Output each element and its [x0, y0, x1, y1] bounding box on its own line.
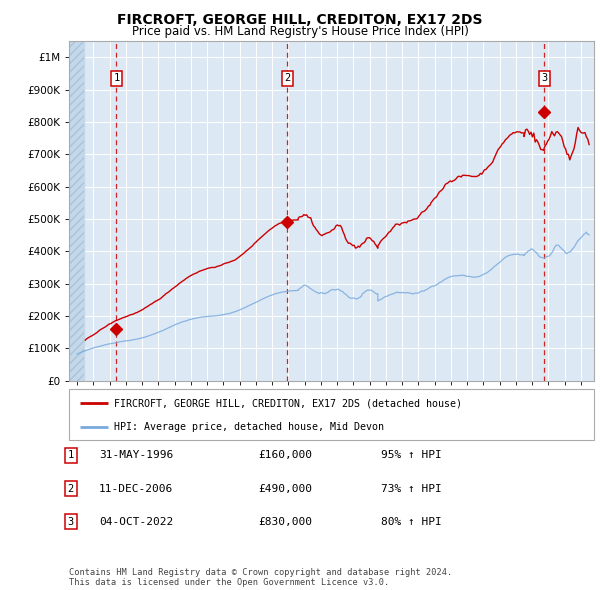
Text: Price paid vs. HM Land Registry's House Price Index (HPI): Price paid vs. HM Land Registry's House …	[131, 25, 469, 38]
Text: £830,000: £830,000	[258, 517, 312, 526]
Bar	[69, 41, 84, 381]
Text: 04-OCT-2022: 04-OCT-2022	[99, 517, 173, 526]
FancyBboxPatch shape	[69, 389, 594, 440]
Text: 2: 2	[68, 484, 74, 493]
Text: 1: 1	[113, 74, 119, 83]
Text: HPI: Average price, detached house, Mid Devon: HPI: Average price, detached house, Mid …	[113, 422, 383, 432]
Text: 3: 3	[68, 517, 74, 526]
Text: 2: 2	[284, 74, 290, 83]
Text: 73% ↑ HPI: 73% ↑ HPI	[381, 484, 442, 493]
Text: FIRCROFT, GEORGE HILL, CREDITON, EX17 2DS: FIRCROFT, GEORGE HILL, CREDITON, EX17 2D…	[117, 13, 483, 27]
Text: Contains HM Land Registry data © Crown copyright and database right 2024.
This d: Contains HM Land Registry data © Crown c…	[69, 568, 452, 587]
Text: 11-DEC-2006: 11-DEC-2006	[99, 484, 173, 493]
Text: 3: 3	[541, 74, 548, 83]
Text: FIRCROFT, GEORGE HILL, CREDITON, EX17 2DS (detached house): FIRCROFT, GEORGE HILL, CREDITON, EX17 2D…	[113, 398, 461, 408]
Text: 95% ↑ HPI: 95% ↑ HPI	[381, 451, 442, 460]
Text: £160,000: £160,000	[258, 451, 312, 460]
Text: £490,000: £490,000	[258, 484, 312, 493]
Text: 1: 1	[68, 451, 74, 460]
Bar	[69, 41, 84, 381]
Text: 31-MAY-1996: 31-MAY-1996	[99, 451, 173, 460]
Text: 80% ↑ HPI: 80% ↑ HPI	[381, 517, 442, 526]
